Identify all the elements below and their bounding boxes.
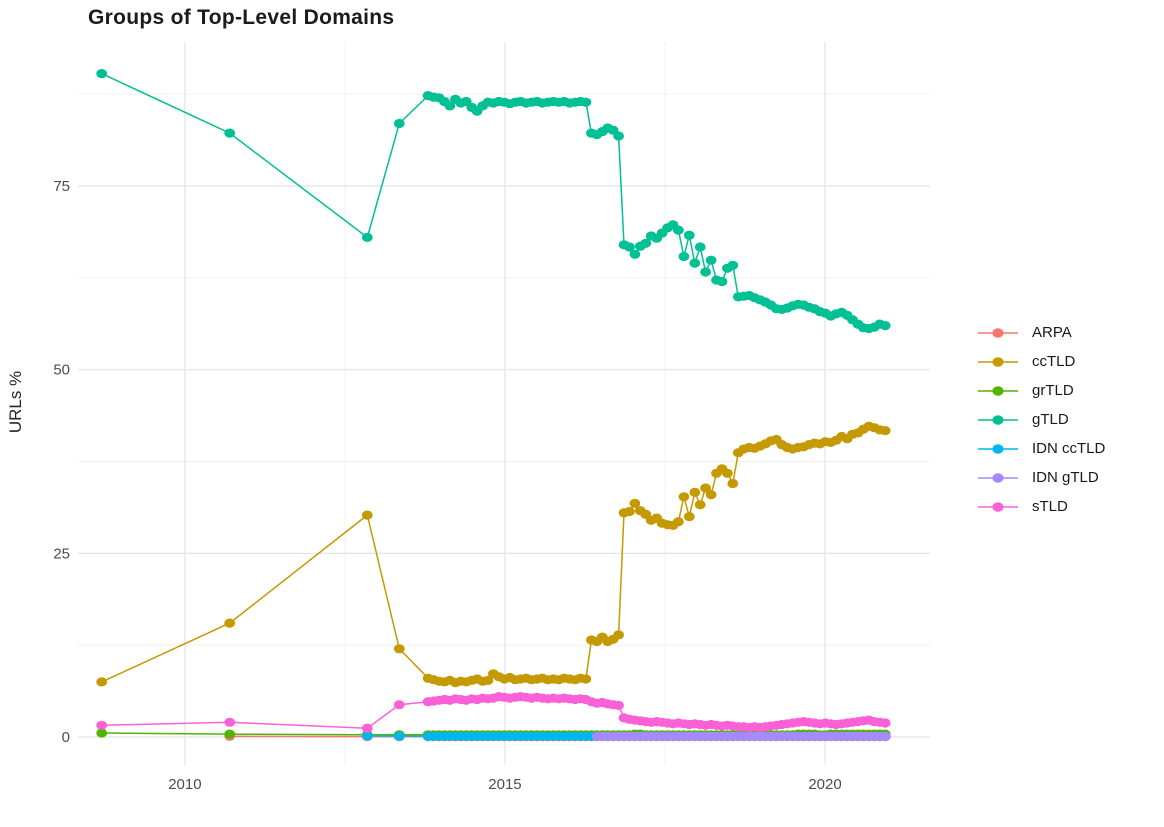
data-point bbox=[96, 677, 108, 687]
data-point bbox=[361, 510, 373, 520]
data-point bbox=[613, 700, 624, 711]
legend-key-icon bbox=[978, 385, 1018, 396]
legend-key-icon bbox=[978, 414, 1018, 425]
series-line bbox=[101, 425, 886, 684]
legend-label: grTLD bbox=[1032, 382, 1074, 399]
data-point bbox=[880, 731, 891, 742]
legend-label: ARPA bbox=[1032, 324, 1072, 341]
legend-item-stld: sTLD bbox=[976, 492, 1105, 521]
data-point bbox=[629, 498, 641, 508]
data-point bbox=[580, 97, 592, 107]
series-cctld bbox=[96, 421, 891, 688]
data-point bbox=[640, 238, 652, 248]
data-point bbox=[613, 131, 624, 141]
data-point bbox=[224, 128, 236, 138]
data-point bbox=[444, 101, 456, 111]
data-point bbox=[96, 720, 108, 730]
data-point bbox=[361, 232, 373, 242]
data-point bbox=[361, 723, 373, 733]
data-point bbox=[224, 618, 236, 628]
data-point bbox=[96, 728, 108, 738]
data-point bbox=[361, 731, 373, 741]
y-tick-label: 50 bbox=[53, 362, 70, 379]
data-point bbox=[393, 644, 405, 654]
data-point bbox=[624, 506, 635, 517]
data-point bbox=[683, 230, 695, 240]
data-point bbox=[678, 251, 690, 262]
legend-key-icon bbox=[978, 472, 1018, 483]
data-point bbox=[629, 249, 641, 259]
y-tick-label: 75 bbox=[53, 178, 70, 195]
y-tick-label: 0 bbox=[62, 729, 70, 746]
data-point bbox=[96, 69, 108, 79]
y-tick-label: 25 bbox=[53, 545, 70, 562]
legend-label: ccTLD bbox=[1032, 353, 1076, 370]
legend-item-cctld: ccTLD bbox=[976, 347, 1105, 376]
data-point bbox=[393, 118, 405, 129]
legend-item-idn-gtld: IDN gTLD bbox=[976, 463, 1105, 492]
data-point bbox=[705, 490, 717, 500]
chart-title: Groups of Top-Level Domains bbox=[88, 6, 395, 29]
data-point bbox=[879, 321, 891, 331]
data-point bbox=[683, 511, 695, 522]
legend-label: sTLD bbox=[1032, 498, 1068, 515]
series-line bbox=[101, 72, 886, 330]
data-point bbox=[673, 225, 684, 235]
data-point bbox=[722, 468, 733, 478]
data-point bbox=[393, 700, 405, 710]
legend: ARPA ccTLD grTLD gTLD IDN ccTLD IDN gTLD sTLD bbox=[976, 318, 1105, 521]
legend-key-icon bbox=[978, 443, 1018, 454]
data-point bbox=[727, 478, 739, 489]
series-idn-gtld bbox=[591, 731, 891, 742]
legend-item-idn-cctld: IDN ccTLD bbox=[976, 434, 1105, 463]
data-point bbox=[700, 267, 711, 277]
data-point bbox=[727, 260, 739, 270]
x-tick-label: 2010 bbox=[168, 776, 201, 793]
data-point bbox=[879, 718, 891, 728]
legend-key-icon bbox=[978, 356, 1018, 367]
series-gtld bbox=[96, 69, 891, 334]
legend-item-gtld: gTLD bbox=[976, 405, 1105, 434]
series-stld bbox=[96, 692, 891, 733]
data-point bbox=[393, 731, 405, 741]
data-point bbox=[224, 717, 236, 727]
legend-label: IDN gTLD bbox=[1032, 469, 1099, 486]
legend-key-icon bbox=[978, 327, 1018, 338]
legend-item-grtld: grTLD bbox=[976, 376, 1105, 405]
data-point bbox=[613, 630, 624, 640]
data-point bbox=[624, 242, 635, 252]
data-point bbox=[580, 674, 592, 684]
data-point bbox=[705, 255, 717, 265]
data-point bbox=[716, 276, 728, 287]
data-point bbox=[689, 487, 701, 497]
x-tick-label: 2020 bbox=[808, 776, 841, 793]
data-point bbox=[689, 258, 701, 268]
data-point bbox=[224, 729, 236, 739]
x-tick-label: 2015 bbox=[488, 776, 521, 793]
legend-label: IDN ccTLD bbox=[1032, 440, 1106, 457]
data-point bbox=[673, 517, 684, 527]
data-point bbox=[879, 426, 891, 436]
data-point bbox=[700, 483, 711, 493]
legend-key-icon bbox=[978, 501, 1018, 512]
data-point bbox=[694, 500, 706, 510]
data-point bbox=[678, 492, 690, 502]
legend-item-arpa: ARPA bbox=[976, 318, 1105, 347]
data-point bbox=[694, 242, 706, 252]
legend-label: gTLD bbox=[1032, 411, 1069, 428]
data-point bbox=[482, 675, 494, 686]
